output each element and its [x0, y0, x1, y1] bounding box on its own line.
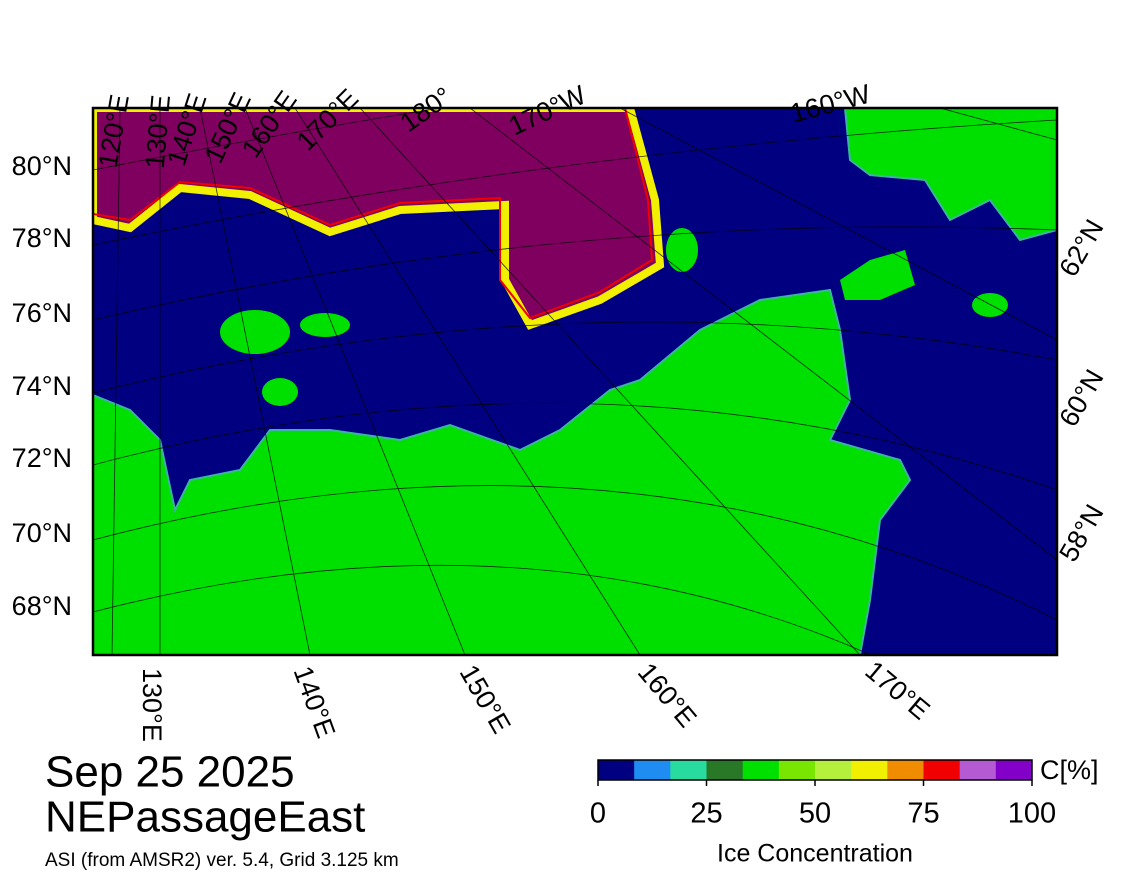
colorbar-segment	[778, 760, 816, 780]
map	[93, 108, 1057, 655]
island	[220, 310, 290, 354]
sea-ice-edge	[93, 108, 654, 320]
region: NEPassageEast	[45, 793, 365, 842]
top-label: 130°E	[140, 94, 176, 170]
island	[300, 313, 350, 337]
colorbar-segment	[598, 760, 635, 780]
land	[93, 288, 912, 655]
island	[666, 228, 698, 272]
colorbar-segment	[815, 760, 852, 780]
colorbar-segment	[706, 760, 744, 780]
land	[840, 250, 915, 300]
bottom-label: 150°E	[454, 660, 517, 739]
colorbar-segment	[959, 760, 997, 780]
colorbar-unit: C[%]	[1040, 755, 1099, 785]
colorbar-segment	[887, 760, 924, 780]
colorbar-title: Ice Concentration	[717, 840, 913, 868]
colorbar-segment	[851, 760, 888, 780]
bottom-label: 170°E	[860, 655, 936, 725]
colorbar-segment	[995, 760, 1033, 780]
colorbar-tick-label: 75	[907, 798, 939, 830]
left-label: 68°N	[12, 591, 72, 621]
land	[843, 108, 1057, 242]
sea-ice	[93, 108, 665, 330]
map-frame	[91, 106, 1059, 657]
left-label: 76°N	[12, 298, 72, 328]
colorbar-tick-label: 50	[799, 798, 831, 830]
right-label: 58°N	[1053, 499, 1109, 566]
colorbar-tick-label: 25	[690, 798, 722, 830]
left-label: 74°N	[12, 371, 72, 401]
colorbar-segment	[670, 760, 707, 780]
left-label: 72°N	[12, 443, 72, 473]
bottom-label: 130°E	[137, 668, 167, 742]
date: Sep 25 2025	[45, 748, 295, 797]
island	[972, 293, 1008, 317]
bottom-label: 140°E	[288, 662, 341, 742]
colorbar-segment	[634, 760, 671, 780]
left-label: 78°N	[12, 223, 72, 253]
source: ASI (from AMSR2) ver. 5.4, Grid 3.125 km	[45, 850, 399, 871]
island	[262, 378, 298, 406]
colorbar-tick-label: 0	[590, 798, 606, 830]
left-label: 80°N	[12, 151, 72, 181]
colorbar-tick-label: 100	[1008, 798, 1056, 830]
colorbar-segment	[742, 760, 780, 780]
right-label: 60°N	[1053, 364, 1109, 431]
right-label: 62°N	[1053, 214, 1109, 281]
bottom-label: 160°E	[632, 657, 702, 733]
graticule	[93, 108, 1057, 655]
colorbar-segment	[923, 760, 961, 780]
left-label: 70°N	[12, 518, 72, 548]
